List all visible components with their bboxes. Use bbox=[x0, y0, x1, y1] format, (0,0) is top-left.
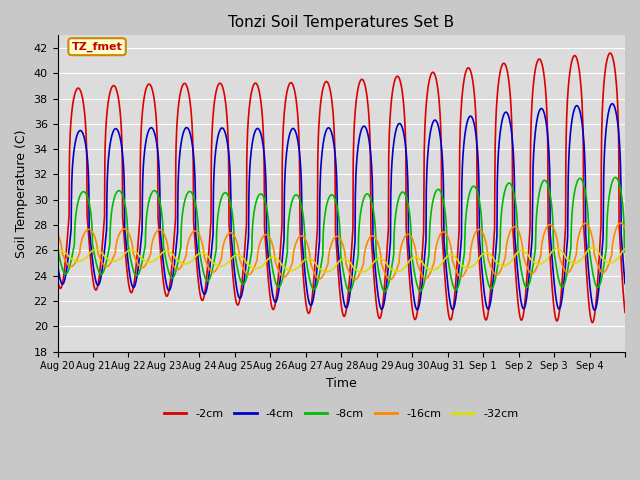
-2cm bbox=[197, 296, 205, 302]
-8cm bbox=[54, 244, 61, 250]
-4cm bbox=[353, 166, 360, 172]
-16cm bbox=[621, 225, 629, 231]
-2cm bbox=[591, 314, 598, 320]
-2cm bbox=[587, 315, 595, 321]
-4cm bbox=[591, 307, 598, 313]
-32cm bbox=[589, 245, 596, 251]
-32cm bbox=[591, 246, 598, 252]
-32cm bbox=[358, 269, 365, 275]
-2cm bbox=[237, 285, 245, 290]
-8cm bbox=[612, 174, 620, 180]
-4cm bbox=[587, 290, 595, 296]
-4cm bbox=[590, 307, 598, 312]
-32cm bbox=[197, 250, 205, 256]
-2cm bbox=[54, 276, 61, 282]
-16cm bbox=[237, 261, 245, 267]
-8cm bbox=[591, 277, 598, 283]
-8cm bbox=[381, 288, 388, 294]
X-axis label: Time: Time bbox=[326, 377, 356, 390]
-16cm bbox=[351, 277, 358, 283]
-2cm bbox=[353, 98, 360, 104]
-32cm bbox=[587, 245, 595, 251]
-8cm bbox=[237, 280, 245, 286]
Legend: -2cm, -4cm, -8cm, -16cm, -32cm: -2cm, -4cm, -8cm, -16cm, -32cm bbox=[159, 405, 523, 423]
-32cm bbox=[353, 267, 360, 273]
-32cm bbox=[260, 262, 268, 268]
Title: Tonzi Soil Temperatures Set B: Tonzi Soil Temperatures Set B bbox=[228, 15, 454, 30]
-4cm bbox=[237, 293, 245, 299]
-16cm bbox=[591, 252, 598, 257]
-16cm bbox=[197, 237, 205, 243]
Y-axis label: Soil Temperature (C): Soil Temperature (C) bbox=[15, 129, 28, 258]
-2cm bbox=[621, 310, 629, 315]
-16cm bbox=[617, 220, 625, 226]
-16cm bbox=[260, 233, 268, 239]
Line: -2cm: -2cm bbox=[58, 53, 625, 323]
-16cm bbox=[587, 229, 595, 235]
-2cm bbox=[260, 139, 268, 144]
Line: -32cm: -32cm bbox=[58, 248, 625, 272]
-4cm bbox=[609, 101, 616, 107]
-4cm bbox=[54, 261, 61, 266]
-32cm bbox=[54, 249, 61, 254]
-4cm bbox=[197, 282, 205, 288]
-2cm bbox=[589, 320, 596, 325]
-32cm bbox=[237, 254, 245, 260]
-8cm bbox=[353, 265, 360, 271]
-2cm bbox=[606, 50, 614, 56]
-8cm bbox=[621, 249, 629, 255]
-8cm bbox=[197, 259, 205, 264]
Text: TZ_fmet: TZ_fmet bbox=[72, 42, 122, 52]
-4cm bbox=[260, 146, 268, 152]
-4cm bbox=[621, 281, 629, 287]
Line: -8cm: -8cm bbox=[58, 177, 625, 291]
-32cm bbox=[621, 246, 629, 252]
-16cm bbox=[353, 276, 360, 282]
Line: -16cm: -16cm bbox=[58, 223, 625, 280]
-8cm bbox=[260, 194, 268, 200]
-8cm bbox=[587, 259, 595, 264]
Line: -4cm: -4cm bbox=[58, 104, 625, 310]
-16cm bbox=[54, 231, 61, 237]
